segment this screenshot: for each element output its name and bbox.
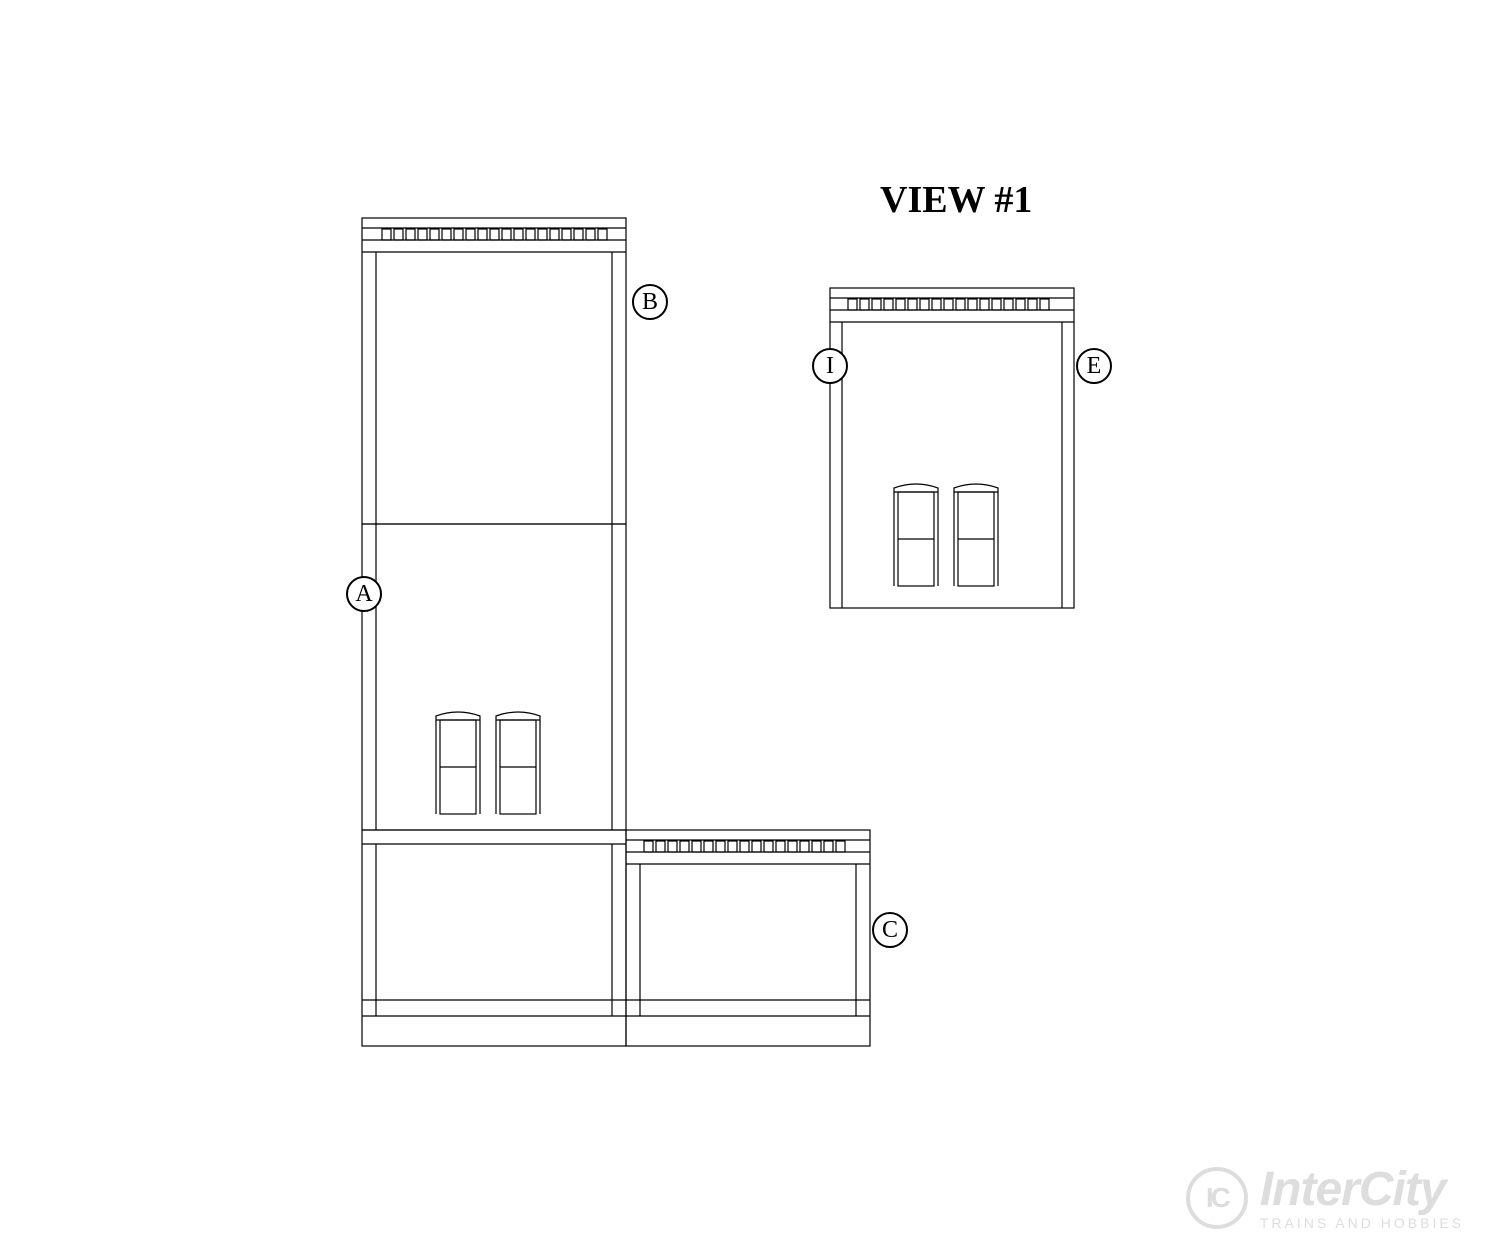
watermark-text: InterCity TRAINS AND HOBBIES [1260, 1166, 1464, 1230]
elevation-diagram: VIEW #1 A B C I E IC InterCity TRAINS AN… [0, 0, 1500, 1250]
diagram-svg [0, 0, 1500, 1250]
callout-a: A [346, 576, 382, 612]
watermark-main: InterCity [1260, 1166, 1464, 1214]
watermark-sub: TRAINS AND HOBBIES [1260, 1216, 1464, 1230]
watermark-icon: IC [1186, 1167, 1248, 1229]
callout-i: I [812, 348, 848, 384]
window-left [436, 712, 480, 814]
sep-window-right [954, 484, 998, 586]
view-title: VIEW #1 [880, 178, 1032, 222]
window-right [496, 712, 540, 814]
watermark: IC InterCity TRAINS AND HOBBIES [1186, 1166, 1464, 1230]
callout-c: C [872, 912, 908, 948]
callout-b: B [632, 284, 668, 320]
callout-e: E [1076, 348, 1112, 384]
sep-window-left [894, 484, 938, 586]
